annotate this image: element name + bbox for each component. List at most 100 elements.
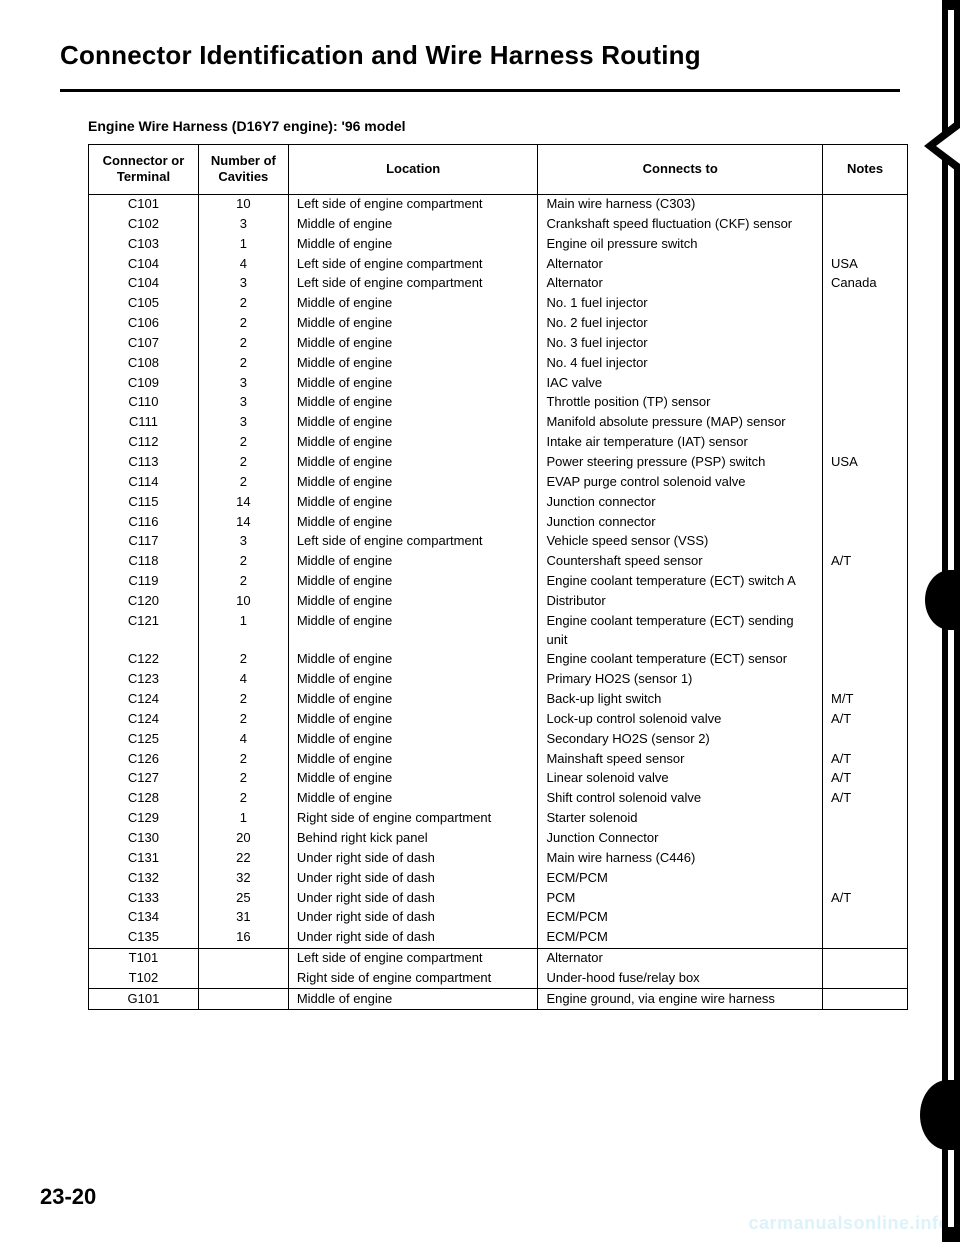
table-cell — [823, 948, 908, 968]
table-cell: Canada — [823, 274, 908, 294]
table-cell: Engine coolant temperature (ECT) sensor — [538, 650, 823, 670]
table-cell: Engine oil pressure switch — [538, 234, 823, 254]
table-cell: 22 — [198, 848, 288, 868]
table-row: C1282Middle of engineShift control solen… — [89, 789, 908, 809]
table-row: C13325Under right side of dashPCMA/T — [89, 888, 908, 908]
table-cell: C121 — [89, 611, 199, 650]
table-cell: Middle of engine — [288, 413, 538, 433]
table-cell: C124 — [89, 690, 199, 710]
table-row: T102Right side of engine compartmentUnde… — [89, 968, 908, 988]
table-cell — [823, 492, 908, 512]
table-cell: Middle of engine — [288, 572, 538, 592]
table-cell: Middle of engine — [288, 314, 538, 334]
table-cell — [823, 512, 908, 532]
table-cell: Middle of engine — [288, 294, 538, 314]
table-cell: Lock-up control solenoid valve — [538, 709, 823, 729]
table-cell: USA — [823, 452, 908, 472]
table-row: C1272Middle of engineLinear solenoid val… — [89, 769, 908, 789]
table-cell: 3 — [198, 274, 288, 294]
table-cell: C132 — [89, 868, 199, 888]
table-row: C1182Middle of engineCountershaft speed … — [89, 552, 908, 572]
table-cell: 16 — [198, 928, 288, 948]
table-cell: Under right side of dash — [288, 848, 538, 868]
table-row: C1132Middle of enginePower steering pres… — [89, 452, 908, 472]
table-cell: Back-up light switch — [538, 690, 823, 710]
table-cell: Left side of engine compartment — [288, 948, 538, 968]
table-cell: C127 — [89, 769, 199, 789]
table-cell: Under right side of dash — [288, 868, 538, 888]
table-cell: C112 — [89, 433, 199, 453]
table-row: C1072Middle of engineNo. 3 fuel injector — [89, 333, 908, 353]
table-cell: C109 — [89, 373, 199, 393]
table-row: C11514Middle of engineJunction connector — [89, 492, 908, 512]
table-cell: A/T — [823, 709, 908, 729]
table-cell: C125 — [89, 729, 199, 749]
table-cell: Main wire harness (C303) — [538, 194, 823, 214]
table-cell: C118 — [89, 552, 199, 572]
table-cell: 4 — [198, 729, 288, 749]
table-row: C1082Middle of engineNo. 4 fuel injector — [89, 353, 908, 373]
table-cell: Right side of engine compartment — [288, 968, 538, 988]
table-cell — [823, 968, 908, 988]
table-cell: ECM/PCM — [538, 868, 823, 888]
table-cell: Middle of engine — [288, 472, 538, 492]
table-cell: C116 — [89, 512, 199, 532]
table-cell: Power steering pressure (PSP) switch — [538, 452, 823, 472]
table-row: C13431Under right side of dashECM/PCM — [89, 908, 908, 928]
table-cell — [823, 670, 908, 690]
table-cell — [823, 194, 908, 214]
table-cell: Middle of engine — [288, 709, 538, 729]
table-cell — [823, 848, 908, 868]
table-cell: Middle of engine — [288, 373, 538, 393]
table-row: C1113Middle of engineManifold absolute p… — [89, 413, 908, 433]
table-cell: Starter solenoid — [538, 809, 823, 829]
watermark: carmanualsonline.info — [748, 1213, 950, 1234]
table-row: C1031Middle of engineEngine oil pressure… — [89, 234, 908, 254]
table-cell: 2 — [198, 552, 288, 572]
table-cell: Junction connector — [538, 512, 823, 532]
table-cell: Linear solenoid valve — [538, 769, 823, 789]
table-cell: Middle of engine — [288, 214, 538, 234]
table-cell — [823, 611, 908, 650]
table-cell: Engine coolant temperature (ECT) switch … — [538, 572, 823, 592]
table-cell — [823, 532, 908, 552]
table-cell: C120 — [89, 591, 199, 611]
table-cell: 3 — [198, 214, 288, 234]
table-cell — [198, 989, 288, 1010]
table-cell: 1 — [198, 809, 288, 829]
table-cell: 1 — [198, 234, 288, 254]
table-cell: Behind right kick panel — [288, 829, 538, 849]
table-row: C1142Middle of engineEVAP purge control … — [89, 472, 908, 492]
table-cell: C128 — [89, 789, 199, 809]
table-cell — [823, 729, 908, 749]
table-cell: USA — [823, 254, 908, 274]
table-cell: C113 — [89, 452, 199, 472]
table-cell — [823, 928, 908, 948]
table-cell — [198, 968, 288, 988]
table-cell: Middle of engine — [288, 234, 538, 254]
table-row: C1234Middle of enginePrimary HO2S (senso… — [89, 670, 908, 690]
table-cell: Alternator — [538, 948, 823, 968]
table-row: C13516Under right side of dashECM/PCM — [89, 928, 908, 948]
table-cell: C111 — [89, 413, 199, 433]
table-row: C1103Middle of engineThrottle position (… — [89, 393, 908, 413]
table-cell: 4 — [198, 254, 288, 274]
table-cell: C133 — [89, 888, 199, 908]
table-row: C1173Left side of engine compartmentVehi… — [89, 532, 908, 552]
table-cell: Middle of engine — [288, 333, 538, 353]
table-cell: 2 — [198, 294, 288, 314]
table-cell — [823, 809, 908, 829]
table-cell: 2 — [198, 650, 288, 670]
table-cell: C122 — [89, 650, 199, 670]
table-cell: C105 — [89, 294, 199, 314]
table-cell — [823, 591, 908, 611]
table-cell: 2 — [198, 314, 288, 334]
table-cell: Under right side of dash — [288, 928, 538, 948]
table-cell: Middle of engine — [288, 729, 538, 749]
page-title: Connector Identification and Wire Harnes… — [60, 40, 900, 71]
table-cell: 10 — [198, 194, 288, 214]
table-cell: Middle of engine — [288, 512, 538, 532]
table-cell — [823, 413, 908, 433]
table-cell: Middle of engine — [288, 353, 538, 373]
table-cell — [823, 333, 908, 353]
